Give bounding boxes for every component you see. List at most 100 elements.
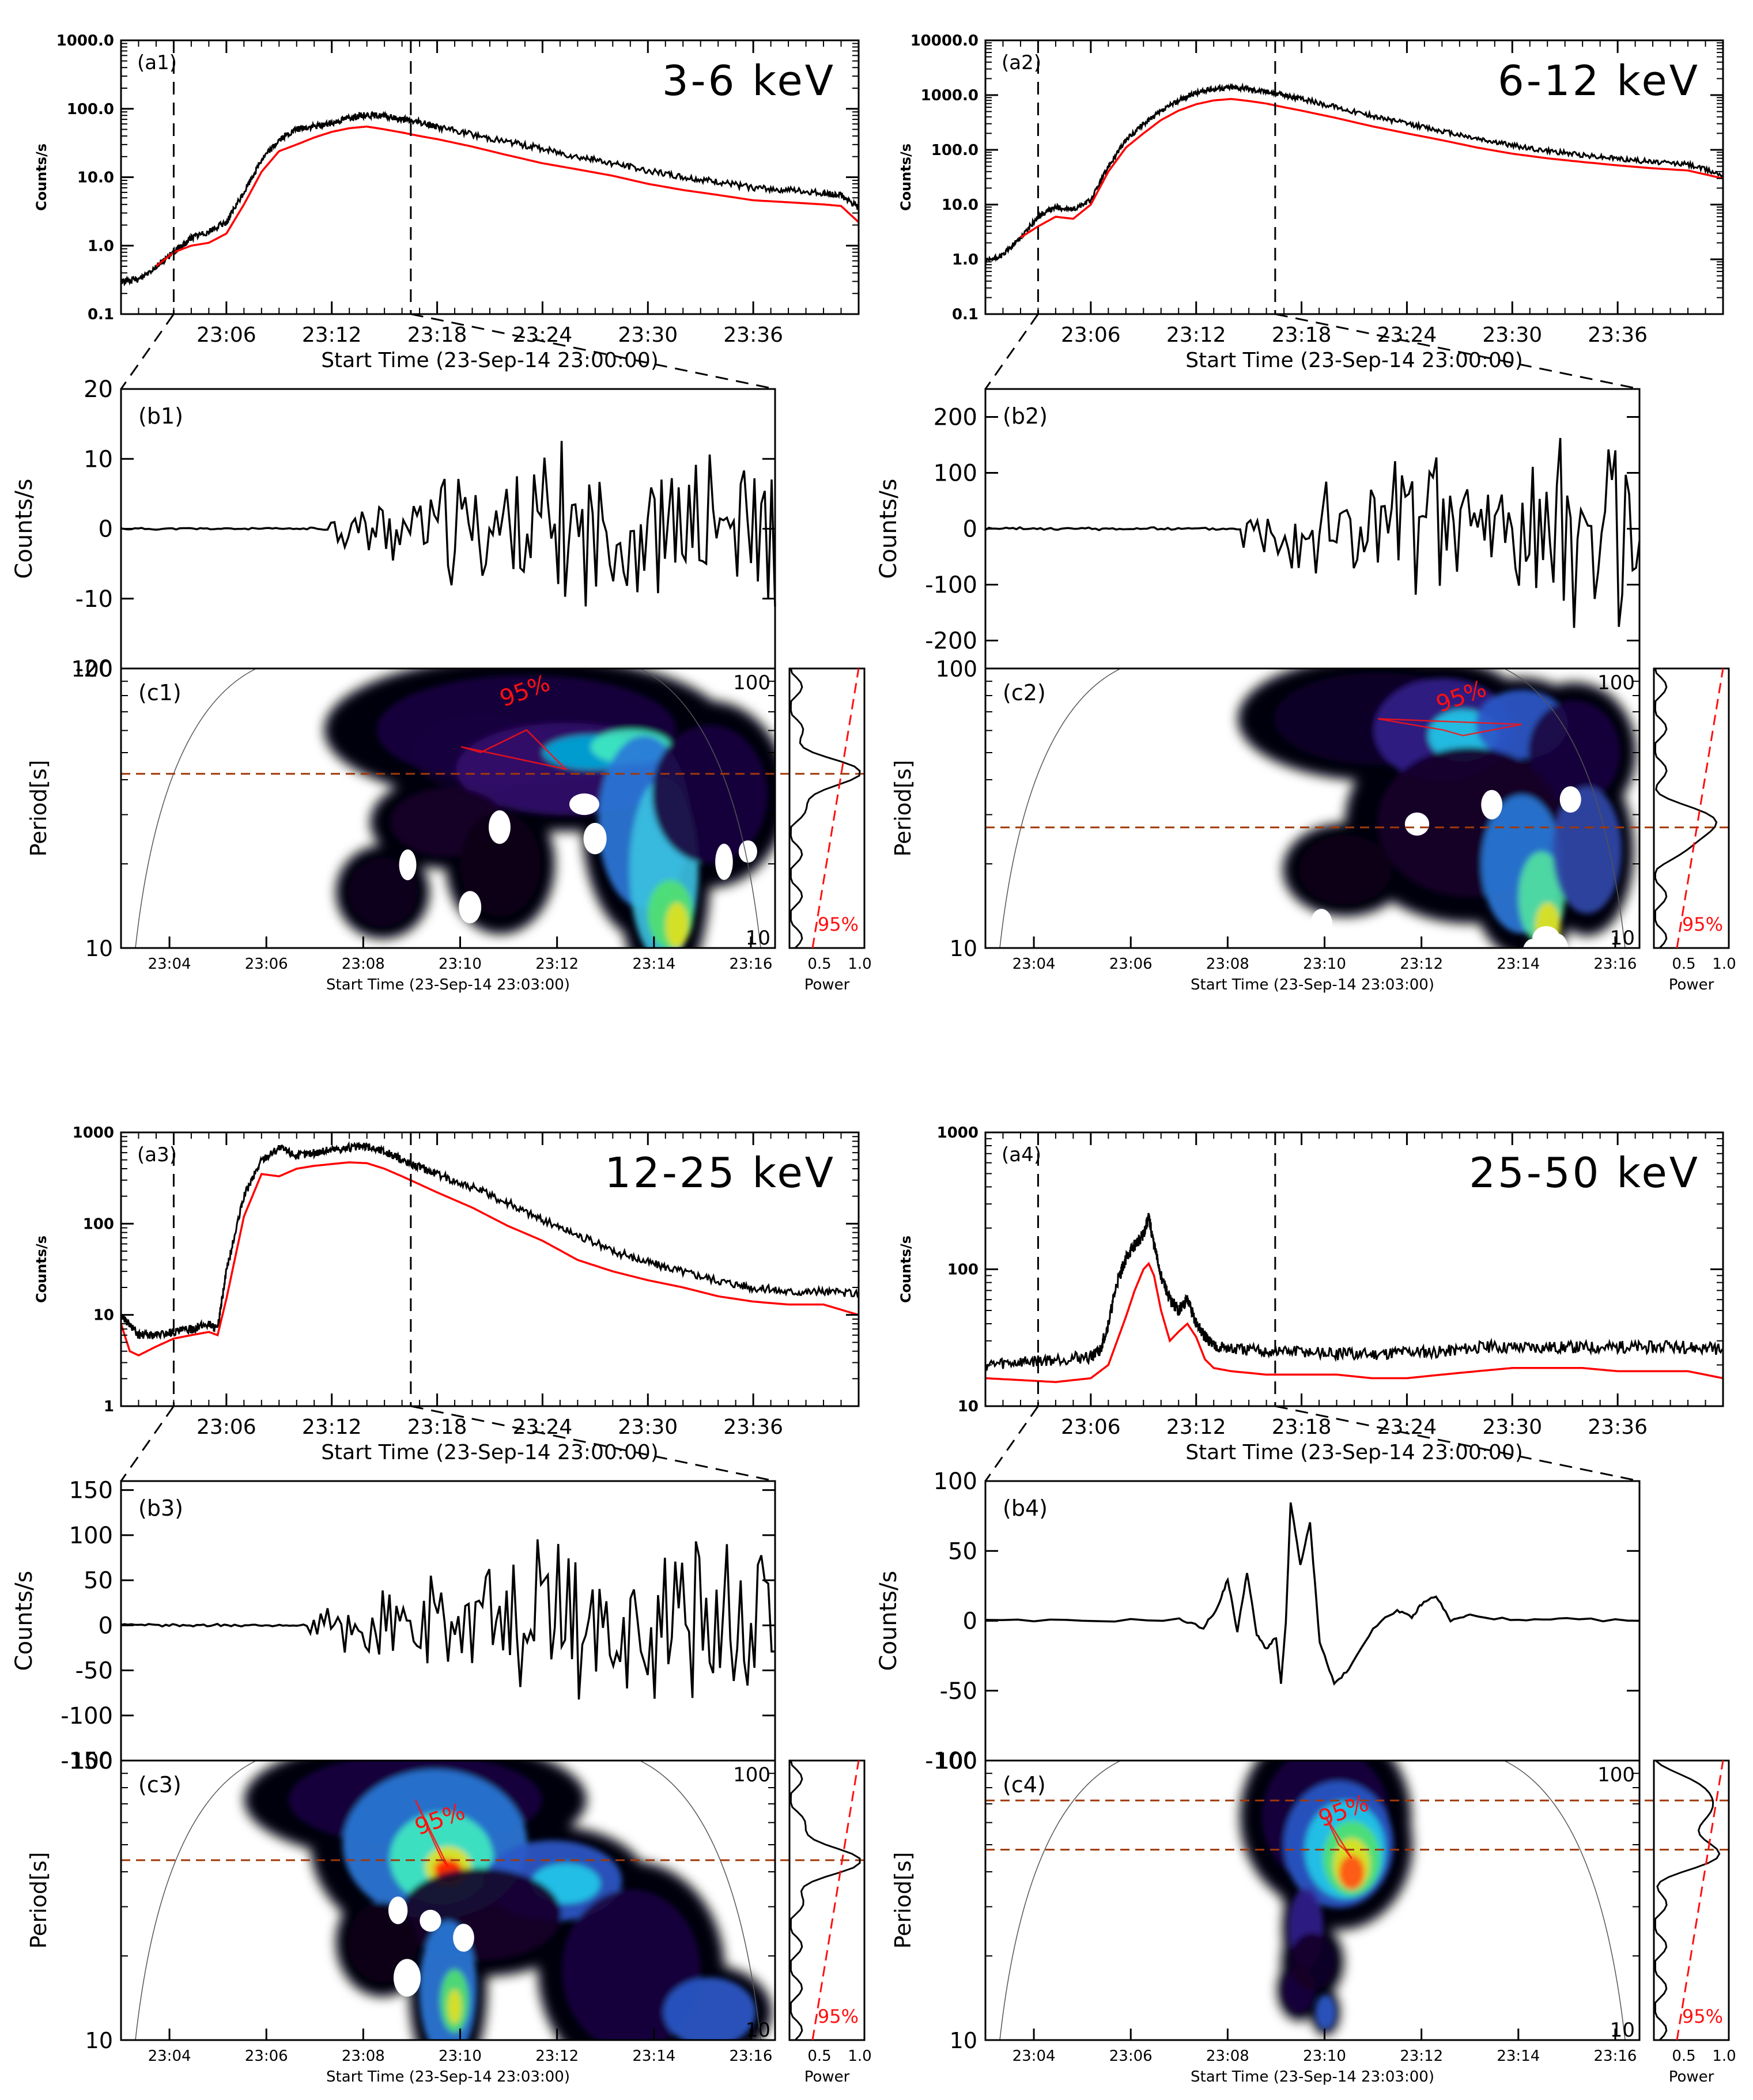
power-gap: [1404, 812, 1430, 836]
power-contour-blob: [447, 1989, 462, 2024]
x-tick-label: 23:24: [513, 1415, 573, 1439]
y-tick-label-right: 10: [1610, 927, 1635, 950]
confidence-threshold-line: [1676, 1760, 1724, 2041]
x-tick-label: 23:06: [197, 1415, 256, 1439]
y-axis-label: Counts/s: [898, 1236, 914, 1303]
panel-c1: 95% 10 10 100 100 Period[s] (c1) 23:04 23:06 23:0…: [26, 656, 872, 994]
detrended-signal-line: [985, 437, 1641, 628]
y-tick-label: 150: [69, 1478, 113, 1504]
x-tick-label: 23:36: [1588, 323, 1648, 347]
power-gap: [1481, 790, 1503, 819]
y-tick-label: 50: [84, 1568, 113, 1594]
y-tick-label: 0.1: [952, 306, 978, 323]
x-tick-label: 23:06: [245, 955, 288, 973]
y-tick-label: 10000.0: [910, 32, 978, 50]
power-axis-label: Power: [804, 2068, 850, 2086]
y-tick-label: 1.0: [952, 251, 978, 269]
x-tick-label: 23:18: [407, 1415, 467, 1439]
power-gap: [738, 840, 757, 863]
power-gap: [459, 891, 482, 924]
power-gap: [420, 1909, 441, 1932]
detrended-signal-line: [120, 440, 776, 607]
panel-label: (a2): [1002, 51, 1041, 74]
x-axis-label: Start Time (23-Sep-14 23:00:00): [321, 1441, 659, 1464]
x-tick-label: 23:04: [1012, 955, 1056, 973]
x-tick-label: 23:12: [302, 323, 362, 347]
x-axis-label: Start Time (23-Sep-14 23:03:00): [326, 2068, 570, 2086]
y-tick-label-right: 100: [733, 671, 770, 694]
x-tick-label: 23:06: [197, 323, 256, 347]
plot-frame: [120, 1759, 776, 2041]
power-tick-label: 0.5: [807, 955, 831, 973]
confidence-contour: [414, 1799, 449, 1868]
x-axis-label: Start Time (23-Sep-14 23:00:00): [321, 349, 659, 372]
power-contour-blob: [652, 725, 768, 864]
power-plot-frame: [1653, 667, 1730, 949]
y-tick-label: 100: [69, 1523, 113, 1549]
y-tick-label-right: 100: [1597, 1763, 1635, 1786]
power-plot-frame: [788, 1759, 866, 2041]
y-tick-label: 10.0: [77, 169, 114, 187]
y-tick-label: 0: [99, 516, 113, 543]
y-tick-label: -100: [925, 1748, 977, 1774]
x-tick-label: 23:12: [535, 2048, 579, 2065]
power-axis-label: Power: [1669, 2068, 1714, 2086]
y-axis-label: Counts/s: [11, 479, 37, 579]
panel-a2: 0.1 1.0 10.0 100.0 1000.0 10000.0 23:06 23:12 23…: [898, 32, 1724, 372]
plot-frame: [984, 667, 1641, 949]
confidence-threshold-line: [811, 668, 860, 949]
y-tick-label: 100.0: [67, 101, 114, 118]
y-tick-label: 10: [950, 936, 977, 961]
power-confidence-label: 95%: [818, 2005, 859, 2027]
y-axis-label: Counts/s: [11, 1571, 37, 1671]
x-tick-label: 23:30: [1482, 323, 1542, 347]
confidence-contour: [1377, 718, 1522, 736]
y-axis-label: Counts/s: [33, 143, 50, 211]
wavelet-spectrum: [135, 1761, 772, 2040]
panel-b4: -100 -50 0 50 100 Counts/s (b4): [875, 1405, 1641, 1774]
x-tick-label: 23:24: [1377, 1415, 1437, 1439]
x-tick-label: 23:14: [1497, 955, 1540, 973]
power-tick-label: 1.0: [848, 955, 871, 973]
y-tick-label: 1000.0: [921, 87, 978, 104]
series-red-line: [155, 125, 860, 267]
power-confidence-label: 95%: [1682, 2005, 1723, 2027]
y-tick-label: 0.1: [88, 306, 114, 323]
panel-c4: 95% 10 10 100 100 Period[s] (c4) 23:04 23:06 23:0…: [890, 1748, 1736, 2086]
x-axis-label: Start Time (23-Sep-14 23:03:00): [1191, 976, 1434, 994]
y-axis-label: Counts/s: [33, 1236, 50, 1303]
wavelet-spectrum: [999, 1761, 1626, 2040]
x-tick-label: 23:12: [1400, 2048, 1443, 2065]
series-black-line: [985, 82, 1724, 264]
power-tick-label: 0.5: [1672, 2048, 1695, 2065]
x-tick-label: 23:36: [723, 1415, 783, 1439]
cone-of-influence-line: [1503, 1761, 1626, 2040]
y-axis-label: Period[s]: [890, 760, 916, 857]
x-tick-label: 23:18: [1272, 1415, 1332, 1439]
y-axis-label: Counts/s: [875, 479, 902, 579]
x-tick-label: 23:30: [618, 323, 678, 347]
power-contour-blob: [663, 1977, 756, 2040]
power-gap: [1546, 933, 1569, 948]
panel-c3: 95% 10 10 100 100 Period[s] (c3) 23:04 23:06 23:0…: [26, 1748, 872, 2086]
y-tick-label: 100: [934, 1468, 977, 1495]
y-tick-label: 100: [71, 1748, 113, 1774]
y-tick-label-right: 100: [733, 1763, 770, 1786]
y-tick-label: -10: [75, 586, 113, 613]
power-gap: [1559, 786, 1581, 813]
power-tick-label: 0.5: [1672, 955, 1695, 973]
y-tick-label: 1000.0: [56, 32, 114, 50]
power-tick-label: 1.0: [1712, 2048, 1736, 2065]
panel-a1: 0.1 1.0 10.0 100.0 1000.0 23:06 23:12 23:18 23:2…: [33, 32, 860, 372]
x-tick-label: 23:06: [1109, 955, 1153, 973]
panel-label: (c2): [1003, 680, 1046, 705]
energy-band-title: 25-50 keV: [1469, 1149, 1700, 1197]
x-tick-label: 23:12: [1166, 1415, 1226, 1439]
panel-label: (a4): [1002, 1143, 1041, 1166]
x-tick-label: 23:08: [1206, 955, 1249, 973]
cone-of-influence-line: [135, 1761, 257, 2040]
series-black-line: [120, 1141, 860, 1340]
power-axis-label: Power: [804, 976, 850, 994]
x-tick-label: 23:16: [729, 955, 772, 973]
y-tick-label: 100: [71, 656, 113, 682]
